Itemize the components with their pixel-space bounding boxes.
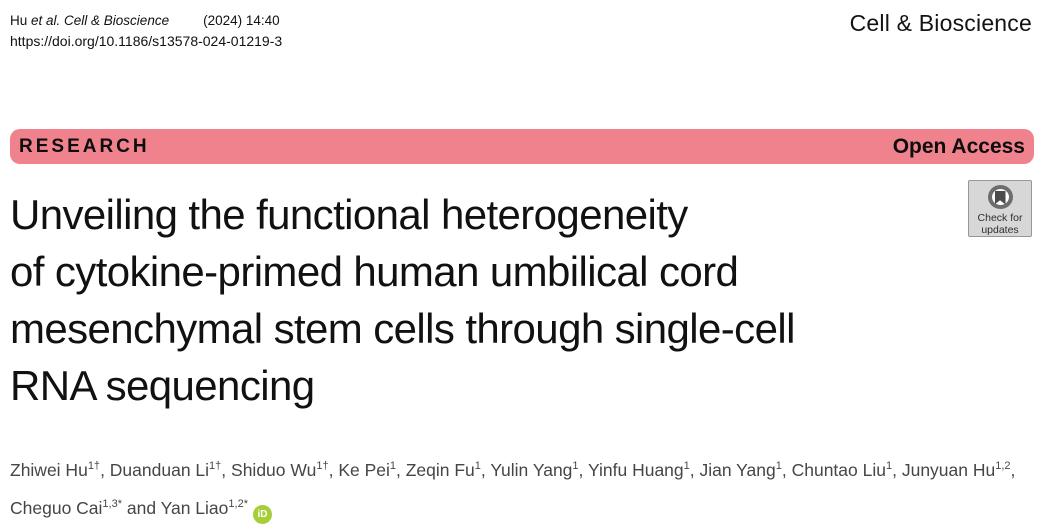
author-separator: , bbox=[892, 459, 902, 480]
title-line: Unveiling the functional heterogeneity bbox=[10, 191, 688, 238]
author-affiliation-sup: 1,2* bbox=[228, 497, 248, 510]
doi-link[interactable]: https://doi.org/10.1186/s13578-024-01219… bbox=[10, 33, 283, 49]
badge-text-line2: updates bbox=[981, 224, 1019, 236]
crossmark-icon bbox=[987, 185, 1013, 209]
author-separator: and bbox=[122, 497, 161, 518]
title-line: RNA sequencing bbox=[10, 362, 315, 409]
author-affiliation-sup: 1 bbox=[572, 460, 579, 472]
author-affiliation-sup: 1 bbox=[474, 460, 481, 472]
author-name: Duanduan Li bbox=[109, 459, 210, 480]
open-access-label: Open Access bbox=[892, 134, 1025, 158]
author-separator: , bbox=[1010, 459, 1016, 480]
author-name: Zeqin Fu bbox=[405, 459, 475, 480]
citation-issue: (2024) 14:40 bbox=[203, 13, 280, 28]
journal-name: Cell & Bioscience bbox=[849, 10, 1032, 36]
author-name: Ke Pei bbox=[338, 459, 390, 480]
check-for-updates-badge[interactable]: Check for updates bbox=[968, 180, 1032, 237]
author-separator: , bbox=[221, 459, 232, 480]
check-for-updates-label: Check for updates bbox=[978, 212, 1023, 236]
page-header: Hu et al. Cell & Bioscience (2024) 14:40 … bbox=[10, 10, 1032, 52]
author-name: Jian Yang bbox=[699, 459, 776, 480]
author-separator: , bbox=[100, 459, 110, 480]
author-name: Junyuan Hu bbox=[901, 459, 996, 480]
author-affiliation-sup: 1 bbox=[683, 460, 690, 472]
research-label: RESEARCH bbox=[19, 135, 150, 157]
author-separator: , bbox=[578, 459, 588, 480]
author-separator: , bbox=[781, 459, 792, 480]
author-affiliation-sup: 1 bbox=[389, 460, 396, 472]
author-name: Shiduo Wu bbox=[231, 459, 317, 480]
citation-journal: et al. Cell & Bioscience bbox=[31, 13, 170, 28]
orcid-icon[interactable]: iD bbox=[252, 504, 272, 524]
author-separator: , bbox=[689, 459, 700, 480]
author-affiliation-sup: 1† bbox=[209, 460, 222, 472]
author-name: Chuntao Liu bbox=[791, 459, 886, 480]
author-affiliation-sup: 1 bbox=[885, 460, 893, 472]
author-name: Cheguo Cai bbox=[10, 497, 103, 518]
article-type-banner: RESEARCH Open Access bbox=[10, 129, 1034, 164]
author-list: Zhiwei Hu1†, Duanduan Li1†, Shiduo Wu1†,… bbox=[10, 449, 1030, 525]
author-affiliation-sup: 1† bbox=[87, 460, 101, 472]
bookmark-icon bbox=[994, 190, 1006, 205]
author-separator: , bbox=[396, 459, 406, 480]
citation-block: Hu et al. Cell & Bioscience (2024) 14:40 … bbox=[10, 10, 282, 52]
author-name: Yan Liao bbox=[160, 497, 229, 518]
author-affiliation-sup: 1,2 bbox=[995, 460, 1011, 472]
author-affiliation-sup: 1,3* bbox=[102, 497, 122, 510]
citation-authors: Hu bbox=[10, 13, 32, 28]
author-separator: , bbox=[480, 459, 491, 480]
author-name: Yinfu Huang bbox=[587, 459, 684, 480]
title-line: of cytokine-primed human umbilical cord bbox=[10, 248, 739, 295]
author-name: Zhiwei Hu bbox=[10, 459, 88, 480]
badge-text-line1: Check for bbox=[977, 212, 1023, 224]
author-name: Yulin Yang bbox=[490, 459, 573, 480]
author-affiliation-sup: 1 bbox=[775, 460, 782, 472]
citation-line: Hu et al. Cell & Bioscience (2024) 14:40 bbox=[10, 10, 282, 31]
title-line: mesenchymal stem cells through single-ce… bbox=[10, 305, 795, 352]
author-affiliation-sup: 1† bbox=[316, 460, 329, 472]
article-title: Unveiling the functional heterogeneity o… bbox=[10, 186, 795, 414]
author-separator: , bbox=[328, 459, 339, 480]
